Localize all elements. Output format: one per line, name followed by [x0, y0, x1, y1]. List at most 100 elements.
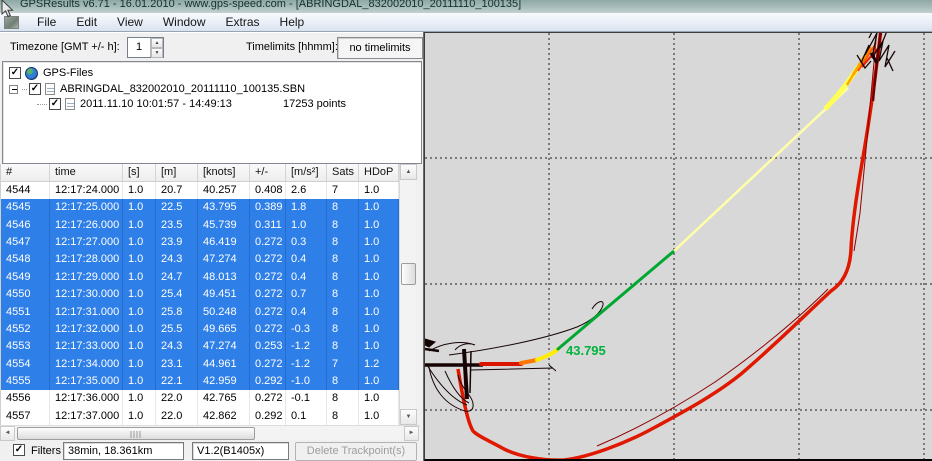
table-cell: 1.0 [123, 216, 156, 235]
table-row[interactable]: 4548 12:17:28.000 1.0 24.3 47.274 0.272 0.4 8 1.… [1, 251, 399, 269]
horizontal-scroll-thumb[interactable] [17, 427, 255, 440]
table-cell: 1.0 [359, 407, 399, 425]
table-cell: 0.272 [250, 286, 286, 304]
table-cell: 23.9 [156, 234, 198, 252]
table-cell: 45.739 [198, 216, 250, 235]
table-cell: 23.1 [156, 355, 198, 373]
table-cell: 4556 [1, 390, 50, 408]
table-cell: 8 [327, 338, 359, 356]
table-cell: 8 [327, 268, 359, 287]
timezone-label: Timezone [GMT +/- h]: [10, 41, 120, 53]
table-row[interactable]: 4556 12:17:36.000 1.0 22.0 42.765 0.272 -0.1 8 1… [1, 390, 399, 408]
column-header[interactable]: +/- [250, 164, 286, 181]
speed-gradient-segment [479, 347, 560, 366]
table-cell: 42.765 [198, 390, 250, 408]
table-row[interactable]: 4549 12:17:29.000 1.0 24.7 48.013 0.272 0.4 8 1.… [1, 268, 399, 287]
delete-trackpoints-button[interactable]: Delete Trackpoint(s) [295, 442, 417, 461]
table-cell: 1.0 [359, 216, 399, 235]
table-row[interactable]: 4546 12:17:26.000 1.0 23.5 45.739 0.311 1.0 8 1.… [1, 216, 399, 235]
table-cell: 4544 [1, 182, 50, 200]
table-cell: 46.419 [198, 234, 250, 252]
table-cell: 4555 [1, 372, 50, 391]
menu-item-file[interactable]: File [37, 15, 57, 29]
scroll-right-button[interactable]: ► [404, 426, 419, 441]
track-map-pane[interactable]: 43.795 [424, 32, 932, 461]
timezone-spinner[interactable]: 1 ▲ ▼ [127, 37, 164, 58]
tree-item-gps-files[interactable]: ✓ GPS-Files [9, 66, 93, 80]
scroll-up-button[interactable]: ▲ [400, 164, 417, 180]
table-cell: 2.6 [286, 182, 327, 200]
column-header[interactable]: Sats [327, 164, 359, 181]
table-cell: 8 [327, 234, 359, 252]
tree-track-label: 2011.11.10 10:01:57 - 14:49:13 [80, 98, 232, 110]
table-cell: 1.0 [359, 234, 399, 252]
table-row[interactable]: 4551 12:17:31.000 1.0 25.8 50.248 0.272 0.4 8 1.… [1, 303, 399, 321]
table-row[interactable]: 4544 12:17:24.000 1.0 20.7 40.257 0.408 2.6 7 1.… [1, 182, 399, 200]
table-cell: 1.2 [359, 355, 399, 373]
tree-item-track[interactable]: ✓ 2011.11.10 10:01:57 - 14:49:13 17253 p… [37, 97, 346, 111]
column-header[interactable]: [s] [123, 164, 156, 181]
filters-label: Filters [31, 445, 61, 457]
filters-checkbox[interactable]: ✓ [13, 444, 25, 456]
spin-down-button[interactable]: ▼ [151, 48, 163, 58]
table-cell: 1.0 [286, 216, 327, 235]
table-cell: 47.274 [198, 338, 250, 356]
table-row[interactable]: 4550 12:17:30.000 1.0 25.4 49.451 0.272 0.7 8 1.… [1, 286, 399, 304]
table-row[interactable]: 4545 12:17:25.000 1.0 22.5 43.795 0.389 1.8 8 1.… [1, 199, 399, 217]
table-cell: 25.8 [156, 303, 198, 321]
table-cell: 1.0 [123, 338, 156, 356]
table-row[interactable]: 4557 12:17:37.000 1.0 22.0 42.862 0.292 0.1 8 1.… [1, 407, 399, 425]
table-cell: 25.5 [156, 320, 198, 339]
spin-up-button[interactable]: ▲ [151, 38, 163, 48]
table-cell: 23.5 [156, 216, 198, 235]
menu-item-window[interactable]: Window [162, 15, 206, 29]
column-header[interactable]: [m/s²] [286, 164, 327, 181]
menu-item-help[interactable]: Help [279, 15, 305, 29]
vertical-scrollbar[interactable]: ▲ ▼ [399, 164, 417, 425]
table-cell: 0.4 [286, 303, 327, 321]
table-row[interactable]: 4553 12:17:33.000 1.0 24.3 47.274 0.253 -1.2 8 1… [1, 338, 399, 356]
table-cell: 12:17:33.000 [50, 338, 123, 356]
table-cell: 49.451 [198, 286, 250, 304]
checkbox-gps-files[interactable]: ✓ [9, 67, 21, 79]
tree-item-file[interactable]: ✓ ABRINGDAL_832002010_20111110_100135.SB… [9, 82, 305, 96]
track-icon [65, 98, 75, 110]
track-map[interactable]: 43.795 [425, 33, 932, 459]
menu-item-edit[interactable]: Edit [76, 15, 98, 29]
table-row[interactable]: 4555 12:17:35.000 1.0 22.1 42.959 0.292 -1.0 8 1… [1, 372, 399, 391]
column-header[interactable]: # [1, 164, 50, 181]
vertical-scroll-thumb[interactable] [401, 263, 416, 285]
table-cell: 12:17:30.000 [50, 286, 123, 304]
horizontal-scrollbar[interactable]: ◄ ► [0, 425, 420, 441]
table-cell: 1.0 [359, 320, 399, 339]
timezone-value[interactable]: 1 [135, 41, 143, 53]
table-row[interactable]: 4554 12:17:34.000 1.0 23.1 44.961 0.272 -1.2 7 1… [1, 355, 399, 373]
collapse-icon[interactable] [9, 84, 18, 94]
column-header[interactable]: time [50, 164, 123, 181]
column-header[interactable]: HDoP [359, 164, 399, 181]
table-cell: 12:17:24.000 [50, 182, 123, 200]
table-row[interactable]: 4547 12:17:27.000 1.0 23.9 46.419 0.272 0.3 8 1.… [1, 234, 399, 252]
checkbox-file[interactable]: ✓ [29, 83, 41, 95]
scroll-down-button[interactable]: ▼ [400, 409, 417, 425]
firmware-version-field[interactable]: V1.2(B1405x) [192, 442, 289, 460]
table-cell: 1.0 [359, 199, 399, 217]
timelimits-field[interactable]: no timelimits [337, 37, 423, 59]
table-cell: 0.272 [250, 251, 286, 269]
checkbox-track[interactable]: ✓ [49, 98, 61, 110]
track-summary-field[interactable]: 38min, 18.361km [63, 442, 184, 460]
selected-track-segment[interactable] [556, 249, 676, 351]
table-cell: 0.7 [286, 286, 327, 304]
table-cell: 25.4 [156, 286, 198, 304]
table-cell: 0.272 [250, 234, 286, 252]
left-panel: Timezone [GMT +/- h]: 1 ▲ ▼ Timelimits [… [0, 32, 424, 461]
column-header[interactable]: [knots] [198, 164, 250, 181]
toolbar: Timezone [GMT +/- h]: 1 ▲ ▼ Timelimits [… [0, 32, 423, 61]
table-cell: 0.3 [286, 234, 327, 252]
menu-item-view[interactable]: View [117, 15, 143, 29]
menu-item-extras[interactable]: Extras [225, 15, 260, 29]
column-header[interactable]: [m] [156, 164, 198, 181]
table-row[interactable]: 4552 12:17:32.000 1.0 25.5 49.665 0.272 -0.3 8 1… [1, 320, 399, 339]
scroll-left-button[interactable]: ◄ [0, 426, 15, 441]
table-cell: 12:17:36.000 [50, 390, 123, 408]
